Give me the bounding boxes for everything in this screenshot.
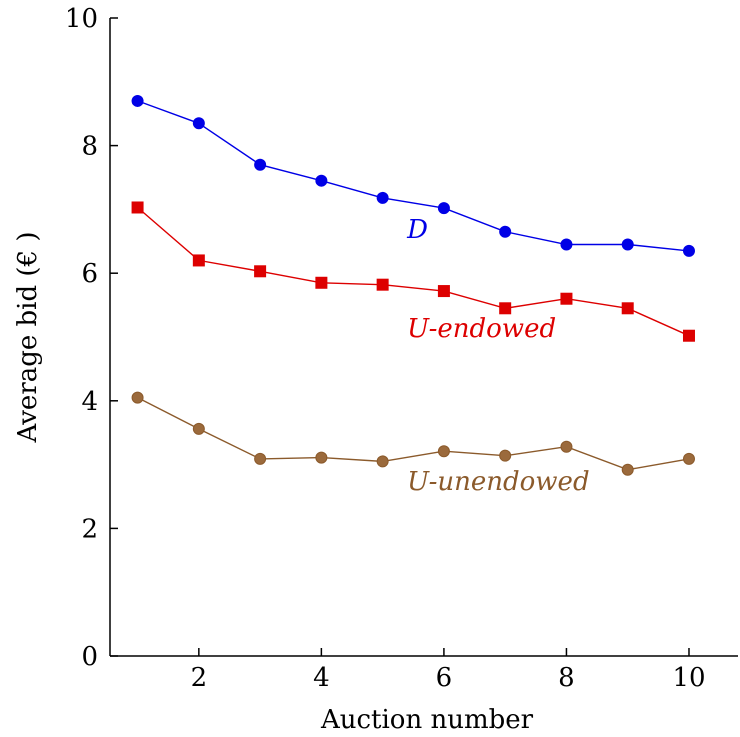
point-u-unendowed-7: [499, 449, 512, 462]
point-u-endowed-7: [499, 302, 512, 315]
series-line-u-unendowed: [137, 396, 690, 471]
y-tick-label-8: 8: [81, 132, 98, 162]
point-d-1: [131, 94, 144, 107]
point-u-unendowed-6: [437, 445, 450, 458]
point-d-4: [315, 174, 328, 187]
x-ticks: 2 4 6 8 10: [191, 648, 706, 693]
point-d-8: [560, 238, 573, 251]
y-ticks: 0 2 4 6 8 10: [65, 4, 118, 672]
point-d-5: [376, 191, 389, 204]
y-tick-label-6: 6: [81, 259, 98, 289]
x-tick-label-8: 8: [558, 663, 575, 693]
series-line-d: [137, 100, 690, 252]
point-d-3: [254, 158, 267, 171]
series-group: [131, 94, 695, 476]
series-label-u-endowed: U-endowed: [407, 314, 556, 344]
x-tick-label-2: 2: [191, 663, 208, 693]
x-tick-label-6: 6: [436, 663, 453, 693]
x-axis-title: Auction number: [320, 705, 534, 735]
point-u-endowed-8: [560, 292, 573, 305]
series-line-u-endowed: [137, 206, 690, 337]
point-d-7: [499, 225, 512, 238]
point-u-endowed-2: [192, 254, 205, 267]
point-u-unendowed-3: [254, 452, 267, 465]
y-tick-label-2: 2: [81, 514, 98, 544]
point-u-unendowed-8: [560, 440, 573, 453]
point-d-6: [437, 202, 450, 215]
point-u-endowed-10: [682, 329, 695, 342]
series-d: [131, 94, 695, 257]
point-u-unendowed-9: [621, 463, 634, 476]
point-u-endowed-5: [376, 278, 389, 291]
point-u-endowed-9: [621, 302, 634, 315]
y-tick-label-4: 4: [81, 387, 98, 417]
point-u-endowed-6: [437, 285, 450, 298]
series-labels: D U-endowed U-unendowed: [406, 215, 589, 497]
point-d-2: [192, 117, 205, 130]
x-tick-label-10: 10: [672, 663, 705, 693]
point-u-endowed-4: [315, 276, 328, 289]
x-tick-label-4: 4: [313, 663, 330, 693]
point-u-unendowed-10: [682, 452, 695, 465]
axes: [109, 18, 738, 657]
series-label-u-unendowed: U-unendowed: [407, 467, 589, 497]
point-u-unendowed-2: [192, 422, 205, 435]
point-u-unendowed-4: [315, 451, 328, 464]
y-tick-label-10: 10: [65, 4, 98, 34]
point-u-unendowed-5: [376, 455, 389, 468]
point-u-endowed-1: [131, 201, 144, 214]
point-u-unendowed-1: [131, 391, 144, 404]
point-d-9: [621, 238, 634, 251]
series-u-unendowed: [131, 391, 695, 476]
series-label-d: D: [406, 215, 428, 245]
point-d-10: [682, 244, 695, 257]
y-axis-title: Average bid (€ ): [13, 232, 43, 444]
point-u-endowed-3: [254, 265, 267, 278]
y-tick-label-0: 0: [81, 642, 98, 672]
series-u-endowed: [131, 201, 695, 342]
